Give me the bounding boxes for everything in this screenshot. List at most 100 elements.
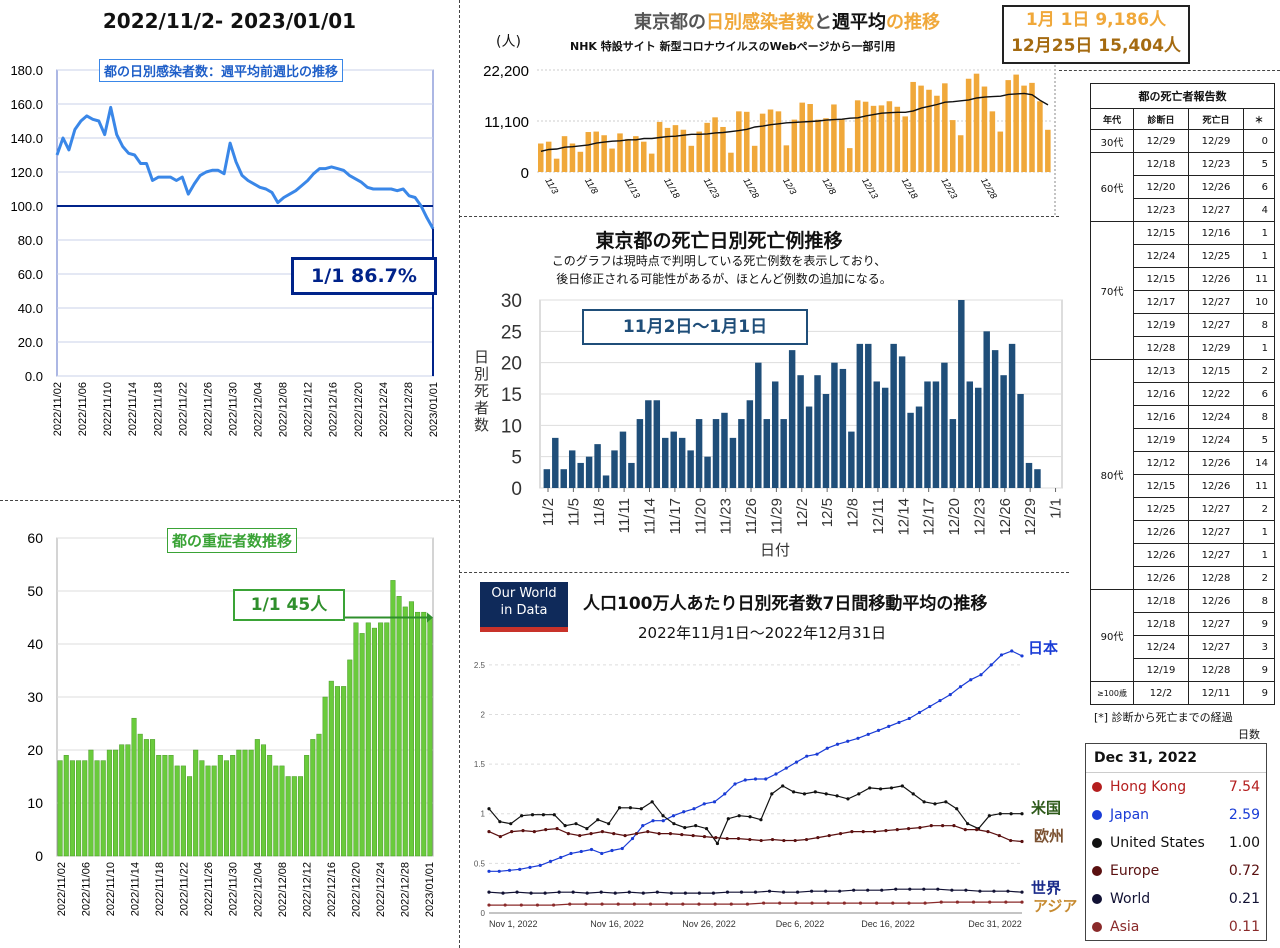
- ratio-chart-title: 都の日別感染者数：週平均前週比の推移: [99, 59, 344, 82]
- table-row: 12/26 12/27 1: [1091, 543, 1275, 567]
- series-point: [938, 698, 942, 703]
- infection-bar: [989, 111, 996, 172]
- severe-bar: [156, 755, 162, 857]
- separator: [459, 216, 1059, 217]
- series-point: [794, 901, 798, 905]
- severe-bar: [334, 686, 340, 857]
- infection-bar: [799, 102, 805, 172]
- days-cell: 8: [1243, 589, 1275, 613]
- severe-bar: [180, 765, 186, 857]
- death-bar: [941, 362, 948, 488]
- ratio-callout: 1/1 86.7%: [291, 257, 437, 295]
- series-line: [488, 785, 1022, 845]
- severe-bar: [88, 749, 94, 857]
- series-point: [543, 891, 547, 895]
- x-tick-label: 11/2: [540, 498, 557, 526]
- infection-bar: [751, 145, 758, 172]
- days-cell: 1: [1243, 520, 1275, 544]
- death-date-cell: 12/29: [1188, 129, 1244, 153]
- diag-date-cell: 12/26: [1133, 566, 1189, 590]
- death-date-cell: 12/25: [1188, 244, 1244, 268]
- series-point: [986, 830, 990, 834]
- table-row: 12/15 12/26 11: [1091, 474, 1275, 498]
- death-bar: [738, 419, 745, 488]
- series-point: [966, 822, 970, 826]
- severe-bar: [415, 611, 421, 857]
- diag-date-cell: 12/18: [1133, 152, 1189, 176]
- x-tick-label: 11/11: [616, 498, 633, 533]
- days-cell: 5: [1243, 428, 1275, 452]
- series-point: [634, 831, 639, 836]
- series-point: [617, 806, 622, 810]
- series-point: [530, 813, 535, 817]
- series-point: [672, 822, 676, 826]
- death-bar: [1025, 462, 1033, 488]
- series-point: [501, 891, 505, 895]
- series-point: [712, 800, 717, 804]
- series-point: [694, 824, 698, 828]
- infection-bar: [1029, 82, 1035, 172]
- days-cell: 6: [1243, 175, 1275, 199]
- infection-bar: [744, 111, 750, 172]
- series-point: [850, 830, 854, 834]
- y-tick-label: 0: [521, 165, 529, 182]
- series-point: [889, 786, 894, 790]
- series-point: [753, 890, 758, 894]
- severe-bar: [260, 744, 267, 857]
- series-point: [1009, 838, 1013, 843]
- infection-bar: [918, 85, 924, 172]
- x-tick-label: 2022/11/22: [177, 382, 189, 436]
- severe-bar: [421, 611, 427, 857]
- series-point: [876, 728, 881, 732]
- death-bar: [915, 406, 923, 488]
- legend-value: 7.54: [1228, 779, 1260, 795]
- series-point: [725, 890, 730, 894]
- series-point: [969, 678, 973, 682]
- diag-date-cell: 12/2: [1133, 681, 1189, 705]
- infection-bar: [1021, 85, 1027, 172]
- series-point: [650, 800, 654, 804]
- infection-bar: [831, 104, 837, 172]
- series-point: [532, 830, 536, 834]
- series-point: [552, 813, 556, 817]
- y-tick-label: 20: [27, 742, 43, 758]
- age-cell: 90代: [1090, 589, 1134, 682]
- separator: [459, 572, 1069, 573]
- death-date-cell: 12/23: [1188, 152, 1244, 176]
- series-point: [669, 891, 673, 895]
- table-row: 12/16 12/22 6: [1091, 382, 1275, 406]
- death-bar: [856, 343, 864, 488]
- series-point: [852, 888, 856, 892]
- infection-bar: [783, 145, 790, 172]
- severe-bar: [162, 755, 168, 857]
- separator: [459, 0, 460, 948]
- infection-bar: [1037, 101, 1043, 172]
- death-report-table: 都の死亡者報告数 年代 診断日 死亡日 ＊ 30代 12/29 12/29 0 60代 1…: [1090, 83, 1275, 705]
- death-bar: [729, 437, 737, 488]
- series-point: [632, 902, 636, 906]
- death-date-cell: 12/27: [1188, 198, 1244, 222]
- legend-item: World 0.21: [1086, 885, 1266, 913]
- days-cell: 9: [1243, 612, 1275, 636]
- days-cell: 0: [1243, 129, 1275, 153]
- diag-date-cell: 12/23: [1133, 198, 1189, 222]
- x-tick-label: 11/14: [642, 498, 659, 534]
- death-bar: [611, 450, 618, 488]
- death-bar: [568, 450, 576, 488]
- days-cell: 4: [1243, 198, 1275, 222]
- severe-bar: [328, 680, 334, 857]
- series-point: [846, 739, 850, 743]
- legend-name: Asia: [1110, 919, 1140, 935]
- table-row: 12/19 12/24 5: [1091, 428, 1275, 452]
- severe-bar: [242, 749, 248, 857]
- label-eu: 欧州: [1034, 827, 1065, 845]
- diag-date-cell: 12/24: [1133, 635, 1189, 659]
- days-cell: 1: [1243, 543, 1275, 567]
- death-date-cell: 12/16: [1188, 221, 1244, 245]
- death-date-cell: 12/27: [1188, 635, 1244, 659]
- legend-value: 0.72: [1228, 863, 1260, 879]
- severe-bar: [316, 733, 322, 857]
- series-point: [487, 807, 491, 811]
- infection-bar: [1045, 129, 1051, 172]
- x-tick-label: 12/14: [895, 498, 912, 536]
